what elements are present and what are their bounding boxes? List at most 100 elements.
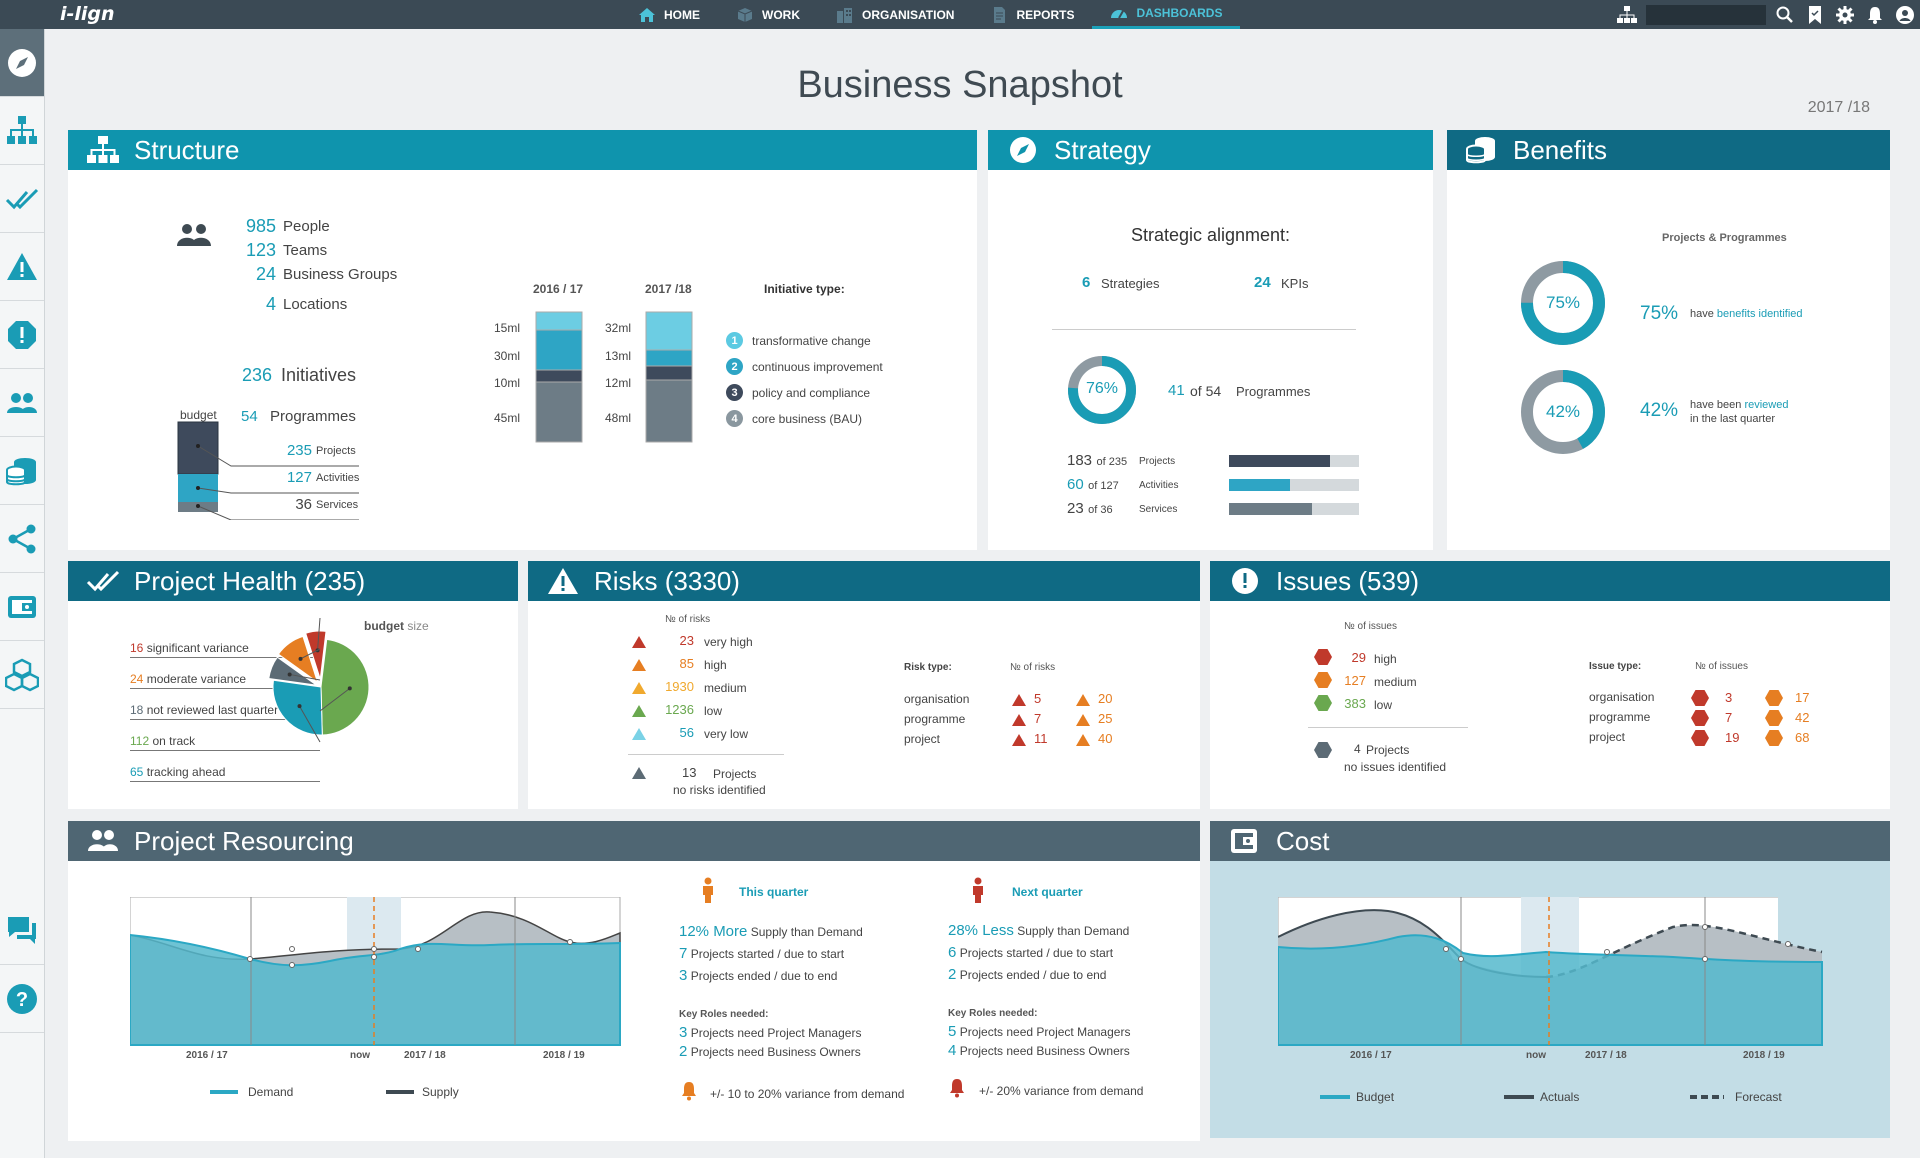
- row-bar-track: [1229, 479, 1359, 491]
- strategy-header[interactable]: Strategy: [988, 130, 1433, 170]
- nav-reports[interactable]: REPORTS: [972, 0, 1092, 29]
- sidebar-item-risks[interactable]: [0, 233, 44, 301]
- structure-header[interactable]: Structure: [68, 130, 977, 170]
- search-icon[interactable]: [1770, 0, 1800, 29]
- issue-type-row[interactable]: organisation 3 17: [1589, 689, 1819, 709]
- sidebar-item-help[interactable]: ?: [0, 965, 44, 1033]
- risk-level-row[interactable]: 23 very high: [632, 633, 772, 653]
- search-input[interactable]: [1646, 4, 1766, 25]
- risk-level-row[interactable]: 56 very low: [632, 725, 772, 745]
- pie-slice[interactable]: [320, 638, 370, 736]
- health-item[interactable]: 112 on track: [130, 734, 320, 751]
- issue-level-row[interactable]: 29 high: [1314, 649, 1434, 669]
- triangle-icon: [1012, 734, 1026, 746]
- risks-panel: Risks (3330) № of risks 23 very high 85 hi…: [528, 561, 1200, 809]
- risk-level-row[interactable]: 1930 medium: [632, 679, 772, 699]
- nav-organisation[interactable]: ORGANISATION: [818, 0, 972, 29]
- nav-work[interactable]: WORK: [718, 0, 818, 29]
- pie-slice[interactable]: [272, 679, 323, 736]
- row-bar-track: [1229, 503, 1359, 515]
- project-health-header[interactable]: Project Health (235): [68, 561, 518, 601]
- value: 12% More: [679, 923, 748, 940]
- sidebar-item-cost[interactable]: [0, 573, 44, 641]
- issues-panel: Issues (539) № of issues 29 high 127 mediu…: [1210, 561, 1890, 809]
- divider: [628, 754, 784, 755]
- issues-title: Issues (539): [1276, 565, 1420, 596]
- app-logo[interactable]: i-lign: [60, 3, 115, 25]
- cubes-icon: [5, 658, 39, 691]
- nav-home[interactable]: HOME: [620, 0, 718, 29]
- reviewed-link[interactable]: reviewed: [1744, 399, 1789, 411]
- nav-work-label: WORK: [762, 7, 800, 22]
- legend-forecast-label: Forecast: [1735, 1090, 1782, 1104]
- cost-header[interactable]: Cost: [1210, 821, 1890, 861]
- people-count: 985: [245, 216, 276, 236]
- kpis-count: 24: [1254, 274, 1271, 291]
- col1-value-2: 30ml: [494, 349, 521, 363]
- user-icon[interactable]: [1890, 0, 1920, 29]
- bell-icon[interactable]: [1860, 0, 1890, 29]
- sidebar-item-resourcing[interactable]: [0, 369, 44, 437]
- pie-slice[interactable]: [305, 630, 327, 680]
- row-bar-track: [1229, 455, 1359, 467]
- benefits-title: Benefits: [1513, 134, 1607, 165]
- legend-number: 4: [726, 410, 743, 427]
- triangle-icon: [1012, 714, 1026, 726]
- this-quarter-roles-label: Key Roles needed:: [679, 1009, 769, 1020]
- aligned-programmes-label: Programmes: [1236, 384, 1311, 399]
- health-item-num: 18: [130, 703, 144, 717]
- text: Projects need Project Managers: [959, 1025, 1131, 1039]
- risk-type-row[interactable]: project 11 40: [904, 731, 1134, 751]
- risk-level-row[interactable]: 1236 low: [632, 702, 772, 722]
- sidebar-item-strategy[interactable]: [0, 29, 44, 97]
- risks-header[interactable]: Risks (3330): [528, 561, 1200, 601]
- sidebar-item-benefits[interactable]: [0, 437, 44, 505]
- project-health-panel: Project Health (235) budget size 16 sign…: [68, 561, 518, 809]
- benefits-identified-link[interactable]: benefits identified: [1716, 308, 1803, 320]
- initiative-type-label: Initiative type:: [764, 282, 845, 296]
- health-item[interactable]: 65 tracking ahead: [130, 765, 320, 782]
- gear-icon[interactable]: [1830, 0, 1860, 29]
- teams-count: 123: [245, 240, 276, 260]
- pie-leader-dot: [298, 656, 303, 661]
- pie-slice[interactable]: [277, 635, 319, 684]
- nav-dashboards[interactable]: DASHBOARDS: [1092, 0, 1241, 29]
- issues-header[interactable]: Issues (539): [1210, 561, 1890, 601]
- sidebar-item-chat[interactable]: [0, 897, 44, 965]
- sidebar-item-structure[interactable]: [0, 97, 44, 165]
- sidebar-item-health[interactable]: [0, 165, 44, 233]
- health-item[interactable]: 24 moderate variance: [130, 672, 320, 689]
- strategies-count: 6: [1082, 274, 1091, 291]
- risk-type-medium: 20: [1098, 691, 1113, 706]
- risk-type-row[interactable]: programme 7 25: [904, 711, 1134, 731]
- col2-value-2: 13ml: [605, 349, 632, 363]
- budget-label: budget: [180, 408, 217, 422]
- row-label: Projects: [1139, 456, 1176, 467]
- legend-demand-label: Demand: [248, 1085, 294, 1099]
- pie-caption: budget size: [364, 619, 429, 633]
- legend-item: 1 transformative change: [726, 332, 883, 349]
- legend-supply-swatch: [386, 1090, 414, 1094]
- issue-level-row[interactable]: 383 low: [1314, 695, 1434, 715]
- row-bar-fill: [1229, 455, 1331, 467]
- health-item[interactable]: 16 significant variance: [130, 641, 320, 658]
- risk-type-row[interactable]: organisation 5 20: [904, 691, 1134, 711]
- risk-level-label: medium: [704, 681, 747, 695]
- legend-supply-label: Supply: [422, 1085, 459, 1099]
- issue-type-row[interactable]: programme 7 42: [1589, 709, 1819, 729]
- issue-level-row[interactable]: 127 medium: [1314, 672, 1434, 692]
- org-chart-icon[interactable]: [1612, 0, 1642, 29]
- issue-type-row[interactable]: project 19 68: [1589, 729, 1819, 749]
- bookmark-icon[interactable]: [1800, 0, 1830, 29]
- divider: [1308, 727, 1468, 728]
- health-item[interactable]: 18 not reviewed last quarter: [130, 703, 320, 720]
- sidebar-item-issues[interactable]: [0, 301, 44, 369]
- benefits-header[interactable]: Benefits: [1447, 130, 1890, 170]
- risk-level-label: low: [704, 704, 723, 718]
- risk-level-row[interactable]: 85 high: [632, 656, 772, 676]
- pie-slice[interactable]: [268, 656, 317, 686]
- sidebar-item-share[interactable]: [0, 505, 44, 573]
- resourcing-header[interactable]: Project Resourcing: [68, 821, 1200, 861]
- benefits-donut1-pct: 75%: [1545, 293, 1581, 312]
- sidebar-item-work[interactable]: [0, 641, 44, 709]
